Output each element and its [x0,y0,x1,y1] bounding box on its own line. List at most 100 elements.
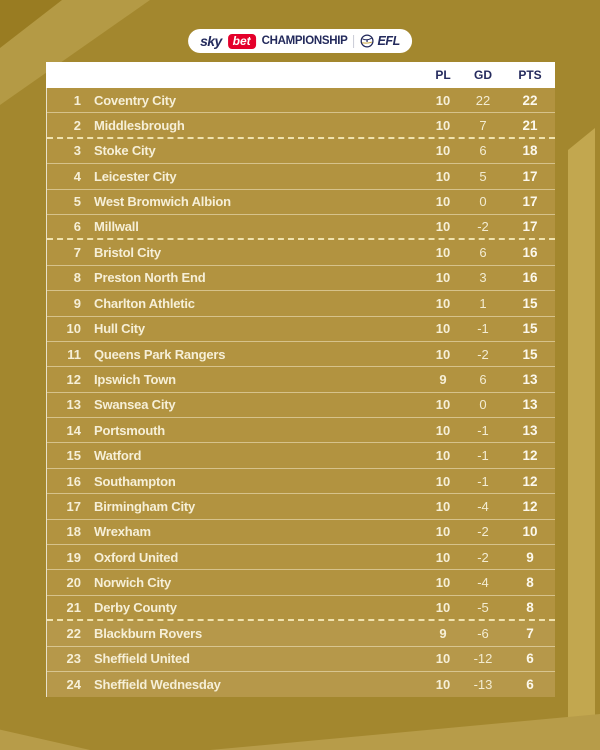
team-name-cell: Charlton Athletic [94,295,195,311]
played-cell: 10 [435,498,451,514]
header-goal-difference: GD [474,68,492,82]
table-row: 12 Ipswich Town 9 6 13 [47,367,555,393]
played-cell: 10 [435,143,451,159]
position-cell: 5 [73,194,81,210]
table-row: 9 Charlton Athletic 10 1 15 [47,291,555,317]
table-header: PL GD PTS [46,62,555,88]
team-name-cell: Preston North End [94,270,206,286]
table-row: 8 Preston North End 10 3 16 [47,265,555,292]
played-cell: 10 [435,549,451,565]
table-row: 6 Millwall 10 -2 17 [47,214,555,241]
table-row: 22 Blackburn Rovers 9 -6 7 [47,621,555,647]
team-name-cell: Hull City [94,321,145,337]
points-cell: 18 [522,143,538,159]
goal-difference-cell: 6 [479,371,487,387]
bet-logo: bet [227,33,256,49]
goal-difference-cell: 0 [479,194,487,210]
played-cell: 9 [439,625,447,641]
background-shape [0,0,62,48]
background-shape [568,128,595,750]
points-cell: 13 [522,422,538,438]
points-cell: 15 [522,295,538,311]
goal-difference-cell: 5 [479,168,487,184]
points-cell: 6 [526,677,534,693]
played-cell: 10 [435,422,451,438]
goal-difference-cell: -2 [477,549,489,565]
points-cell: 12 [522,448,538,464]
team-name-cell: Ipswich Town [94,371,176,387]
goal-difference-cell: -1 [477,473,489,489]
goal-difference-cell: 7 [479,117,487,133]
played-cell: 10 [435,651,451,667]
team-name-cell: Queens Park Rangers [94,346,226,362]
position-cell: 1 [73,92,81,108]
points-cell: 8 [526,600,534,615]
team-name-cell: Oxford United [94,549,179,565]
sky-logo: sky [200,33,222,49]
points-cell: 22 [522,92,538,108]
table-row: 1 Coventry City 10 22 22 [47,88,555,114]
league-table: PL GD PTS 1 Coventry City 10 22 22 2 Middlesbr… [46,62,555,698]
goal-difference-cell: -4 [477,498,489,514]
table-row: 2 Middlesbrough 10 7 21 [47,113,555,139]
goal-difference-cell: -13 [473,677,493,693]
table-row: 14 Portsmouth 10 -1 13 [47,418,555,444]
position-cell: 7 [73,245,81,261]
background-shape [210,714,600,750]
played-cell: 10 [435,117,451,133]
team-name-cell: Birmingham City [94,498,196,514]
team-name-cell: Middlesbrough [94,117,185,133]
goal-difference-cell: 22 [475,92,491,108]
goal-difference-cell: -4 [477,575,489,591]
position-cell: 22 [66,625,81,641]
goal-difference-cell: -1 [477,448,489,464]
team-name-cell: Leicester City [94,168,177,184]
points-cell: 6 [526,651,534,667]
table-row: 17 Birmingham City 10 -4 12 [47,494,555,520]
points-cell: 17 [522,194,538,210]
position-cell: 11 [67,346,81,362]
table-body: 1 Coventry City 10 22 22 2 Middlesbrough 10 7 21 3… [46,88,555,698]
table-row: 20 Norwich City 10 -4 8 [47,570,555,596]
played-cell: 10 [435,219,451,235]
position-cell: 14 [66,422,81,438]
goal-difference-cell: 6 [479,245,487,261]
played-cell: 10 [435,473,451,489]
played-cell: 10 [435,575,451,591]
points-cell: 8 [526,575,534,591]
played-cell: 10 [435,524,451,540]
played-cell: 10 [435,448,451,464]
team-name-cell: Bristol City [94,245,161,261]
table-row: 11 Queens Park Rangers 10 -2 15 [47,341,555,368]
position-cell: 21 [66,600,81,615]
team-name-cell: West Bromwich Albion [94,194,231,210]
points-cell: 13 [522,371,538,387]
header-points: PTS [518,68,542,82]
goal-difference-cell: -5 [477,600,489,615]
team-name-cell: Coventry City [94,92,176,108]
played-cell: 10 [435,194,451,210]
position-cell: 12 [66,371,81,387]
played-cell: 10 [435,321,451,337]
position-cell: 16 [66,473,81,489]
points-cell: 10 [522,524,538,540]
points-cell: 13 [522,397,538,413]
goal-difference-cell: -1 [477,422,489,438]
position-cell: 6 [73,219,81,235]
table-row: 23 Sheffield United 10 -12 6 [47,646,555,672]
header-played: PL [435,68,451,82]
goal-difference-cell: 6 [479,143,487,159]
table-row: 7 Bristol City 10 6 16 [47,240,555,266]
position-cell: 10 [66,321,81,337]
team-name-cell: Swansea City [94,397,176,413]
efl-name: EFL [377,34,401,48]
position-cell: 3 [73,143,81,159]
table-row: 5 West Bromwich Albion 10 0 17 [47,189,555,215]
goal-difference-cell: -2 [477,219,489,235]
team-name-cell: Sheffield Wednesday [94,677,221,693]
points-cell: 7 [526,625,534,641]
position-cell: 4 [73,168,81,184]
team-name-cell: Wrexham [94,524,151,540]
table-row: 4 Leicester City 10 5 17 [47,164,555,190]
